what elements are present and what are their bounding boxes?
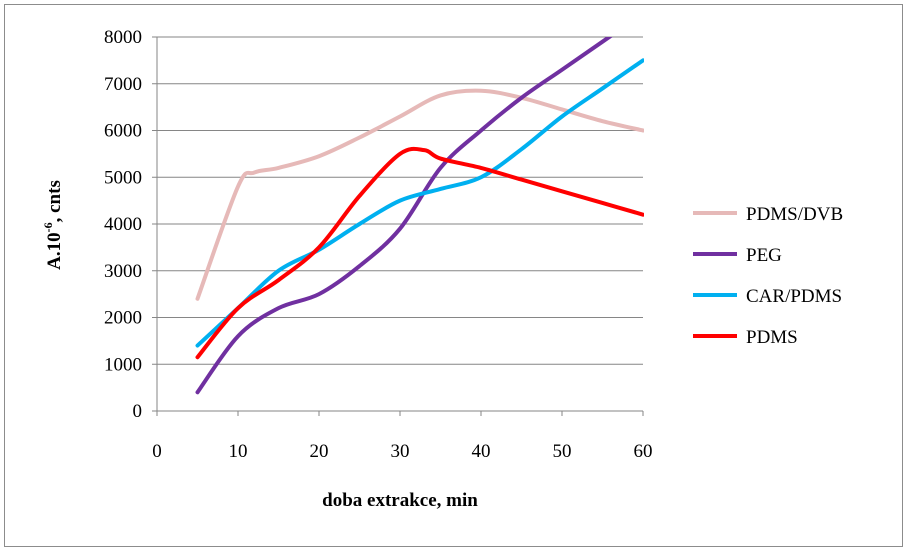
legend-label: PDMS — [746, 327, 798, 348]
y-tick-label: 8000 — [104, 27, 142, 48]
x-tick-label: 20 — [310, 441, 329, 462]
legend-label: PDMS/DVB — [746, 204, 843, 225]
y-tick-label: 5000 — [104, 167, 142, 188]
y-tick-label: 4000 — [104, 214, 142, 235]
x-tick-label: 0 — [152, 441, 162, 462]
x-tick-label: 50 — [553, 441, 572, 462]
y-tick-label: 1000 — [104, 354, 142, 375]
x-tick-label: 30 — [391, 441, 410, 462]
series-line-pdms-dvb — [195, 88, 644, 301]
series-line-pdms — [195, 146, 644, 360]
y-tick-label: 7000 — [104, 74, 142, 95]
x-axis-label: doba extrakce, min — [322, 490, 478, 511]
y-axis-label: A.10-6, cnts — [41, 180, 65, 270]
x-tick-label: 40 — [472, 441, 491, 462]
legend-label: CAR/PDMS — [746, 286, 842, 307]
y-tick-label: 0 — [133, 401, 143, 422]
x-tick-label: 10 — [229, 441, 248, 462]
y-tick-label: 2000 — [104, 308, 142, 329]
series-line-car-pdms — [195, 58, 644, 348]
x-tick-label: 60 — [634, 441, 653, 462]
chart-frame — [4, 4, 903, 547]
series-line-peg — [195, 37, 613, 395]
y-tick-label: 3000 — [104, 261, 142, 282]
legend-label: PEG — [746, 245, 782, 266]
y-tick-label: 6000 — [104, 121, 142, 142]
